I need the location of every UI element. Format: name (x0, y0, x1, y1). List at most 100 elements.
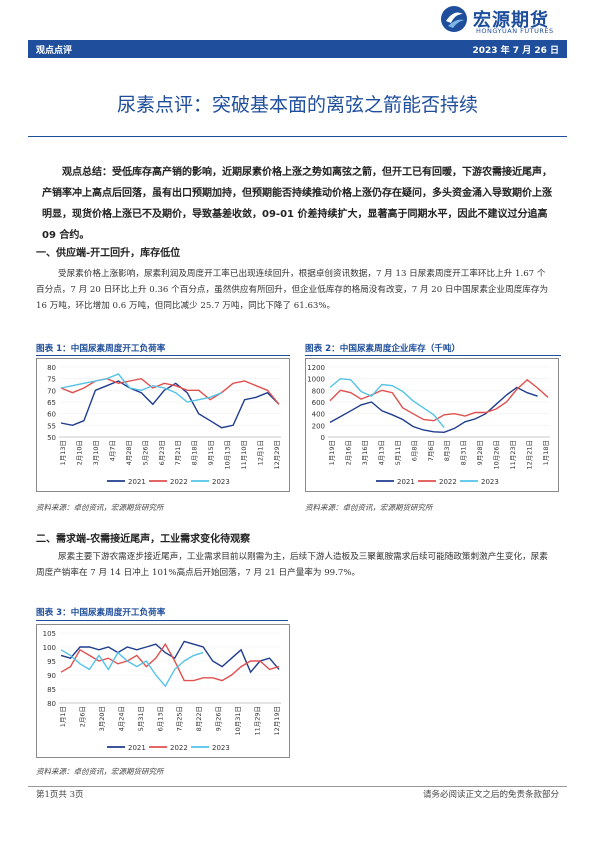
legend-label: 2022 (170, 478, 188, 486)
section-1-title: 一、供应端-开工回升，库存低位 (36, 248, 181, 259)
brand-name-en: HONGYUAN FUTURES (476, 27, 554, 35)
figure-2-chart: 1200 1000 800 600 400 200 0 1月19日 2月16日 3月16日 4月13… (305, 358, 559, 492)
x-tick-label: 12月29日 (273, 440, 281, 470)
company-logo: 宏源期货 HONGYUAN FUTURES (440, 2, 590, 40)
x-tick-label: 9月26日 (215, 706, 223, 731)
x-tick-label: 6月23日 (158, 440, 166, 465)
x-tick-label: 11月10日 (240, 440, 248, 470)
y-tick-label: 1000 (307, 376, 325, 384)
series-line-2021 (329, 386, 538, 434)
brand-name: 宏源期货 (473, 10, 549, 31)
report-date: 2023 年 7 月 26 日 (472, 46, 559, 56)
legend-label: 2023 (481, 478, 499, 486)
series-line-2022 (60, 377, 280, 405)
section-2-title: 二、需求端-农需接近尾声，工业需求变化待观察 (36, 534, 251, 545)
summary-text: 受低库存高产销的影响，近期尿素价格上涨之势如离弦之箭，但开工已有回暖，下游农需接… (42, 167, 552, 241)
y-tick-label: 400 (312, 411, 325, 419)
x-tick-label: 4月24日 (117, 706, 125, 731)
x-tick-label: 3月16日 (361, 440, 369, 465)
y-tick-label: 105 (43, 630, 56, 638)
figure-1-source: 资料来源：卓创资讯，宏源期货研究所 (36, 503, 164, 512)
x-tick-label: 1月1日 (59, 706, 67, 727)
x-tick-label: 4月7日 (108, 440, 116, 461)
logo-mark-icon (441, 6, 467, 32)
x-tick-label: 9月15日 (207, 440, 215, 465)
x-tick-label: 7月6日 (427, 440, 435, 461)
x-tick-label: 2月10日 (75, 440, 83, 465)
y-tick-label: 800 (312, 387, 325, 395)
y-tick-label: 70 (47, 387, 56, 395)
x-tick-label: 4月13日 (377, 440, 385, 465)
figure-2-source: 资料来源：卓创资讯，宏源期货研究所 (305, 503, 433, 512)
x-tick-label: 12月1日 (257, 440, 265, 465)
x-tick-label: 6月13日 (156, 706, 164, 731)
figure-1-rule (36, 355, 290, 356)
x-tick-label: 1月18日 (542, 440, 550, 465)
y-tick-label: 80 (47, 700, 56, 708)
x-tick-label: 12月19日 (273, 706, 281, 736)
title-divider (28, 136, 567, 137)
legend-label: 2021 (397, 478, 415, 486)
x-tick-label: 3月20日 (98, 706, 106, 731)
series-line-2022 (60, 642, 280, 682)
x-tick-label: 7月21日 (174, 440, 182, 465)
x-tick-label: 5月31日 (137, 706, 145, 731)
x-tick-label: 11月29日 (254, 706, 262, 736)
x-tick-label: 10月13日 (224, 440, 232, 470)
x-tick-label: 7月25日 (176, 706, 184, 731)
figure-1-title: 图表 1：中国尿素周度开工负荷率 (36, 344, 166, 354)
y-tick-label: 65 (47, 399, 56, 407)
y-tick-label: 0 (321, 434, 325, 442)
legend-label: 2022 (439, 478, 457, 486)
x-tick-label: 9月28日 (476, 440, 484, 465)
summary-paragraph: 观点总结：受低库存高产销的影响，近期尿素价格上涨之势如离弦之箭，但开工已有回暖，… (42, 162, 560, 246)
x-tick-label: 10月31日 (234, 706, 242, 736)
header-bar (28, 40, 567, 58)
x-tick-label: 8月18日 (191, 440, 199, 465)
x-tick-label: 1月13日 (59, 440, 67, 465)
y-tick-label: 50 (47, 434, 56, 442)
x-tick-label: 12月21日 (526, 440, 534, 470)
figure-3-rule (36, 620, 288, 621)
x-tick-label: 8月22日 (195, 706, 203, 731)
footer-divider (28, 786, 567, 787)
figure-1-chart: 80 75 70 65 60 55 50 1月13日 2月10日 3月10日 4月7日 4月28日 5月… (36, 358, 290, 492)
series-line-2021 (60, 640, 280, 674)
y-tick-label: 80 (47, 364, 56, 372)
figure-3-title: 图表 3：中国尿素周度开工负荷率 (36, 608, 166, 618)
x-tick-label: 2月16日 (344, 440, 352, 465)
x-tick-label: 4月28日 (125, 440, 133, 465)
figure-2-title: 图表 2：中国尿素周度企业库存（千吨） (305, 344, 461, 354)
legend-label: 2022 (170, 744, 188, 752)
y-tick-label: 200 (312, 422, 325, 430)
section-2-paragraph: 尿素主要下游农需逐步接近尾声，工业需求目前以刚需为主，后续下游人造板及三聚氰胺需… (36, 552, 548, 578)
y-tick-label: 600 (312, 399, 325, 407)
x-tick-label: 8月3日 (443, 440, 451, 461)
disclaimer-note: 请务必阅读正文之后的免责条款部分 (422, 790, 559, 800)
figure-3-source: 资料来源：卓创资讯，宏源期货研究所 (36, 767, 164, 776)
y-tick-label: 95 (47, 658, 56, 666)
figure-3-chart: 105 100 95 90 85 80 1月1日 2月6日 3月20日 4月24日 5月31日 6月1… (36, 624, 290, 758)
legend-label: 2023 (212, 478, 230, 486)
x-tick-label: 2月6日 (78, 706, 86, 727)
x-tick-label: 3月10日 (92, 440, 100, 465)
section-1-paragraph: 受尿素价格上涨影响，尿素利润及周度开工率已出现连续回升，根据卓创资讯数据，7 月… (36, 269, 549, 311)
y-tick-label: 100 (43, 644, 56, 652)
legend-label: 2021 (128, 478, 146, 486)
x-tick-label: 5月26日 (141, 440, 149, 465)
series-line-2022 (329, 378, 549, 422)
y-tick-label: 1200 (307, 364, 325, 372)
series-line-2023 (60, 373, 222, 403)
y-tick-label: 55 (47, 422, 56, 430)
summary-lead: 观点总结： (62, 167, 112, 178)
x-tick-label: 5月11日 (394, 440, 402, 465)
y-tick-label: 60 (47, 411, 56, 419)
y-tick-label: 75 (47, 376, 56, 384)
x-tick-label: 11月23日 (509, 440, 517, 470)
x-tick-label: 8月31日 (460, 440, 468, 465)
series-line-2023 (329, 377, 445, 429)
figure-2-rule (305, 355, 561, 356)
page-number: 第1页共 3页 (36, 790, 84, 800)
